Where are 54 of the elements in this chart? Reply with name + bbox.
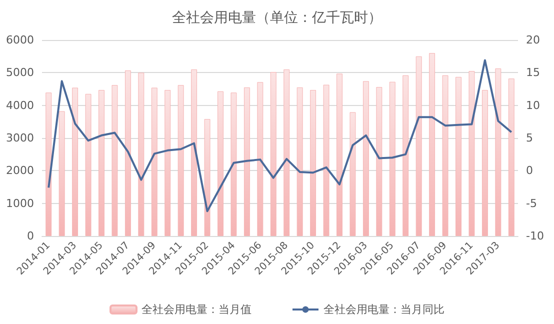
y2-tick-label: 10 (526, 98, 540, 112)
bar (376, 87, 382, 236)
y-tick-label: 4000 (6, 98, 34, 112)
y2-tick-label: 0 (526, 164, 533, 178)
bar (456, 76, 462, 236)
bar (429, 53, 436, 236)
bar (204, 119, 210, 236)
bar (164, 90, 171, 236)
bar (112, 85, 118, 236)
bar (72, 88, 78, 236)
y2-tick-label: -10 (526, 230, 544, 242)
bar (468, 71, 475, 236)
y-tick-label: 5000 (6, 66, 34, 80)
bar (482, 90, 488, 236)
bar (58, 111, 65, 236)
bar (508, 78, 514, 236)
bar (257, 82, 264, 236)
bar (124, 70, 131, 236)
bar (46, 92, 52, 236)
bar (350, 112, 356, 236)
bar (296, 87, 303, 236)
bar (442, 75, 448, 236)
bar (138, 72, 144, 236)
y-tick-label: 2000 (6, 164, 34, 178)
bar (284, 69, 290, 236)
bar (362, 81, 369, 236)
bar (244, 87, 250, 236)
bar (218, 91, 224, 236)
y2-tick-label: 15 (526, 66, 540, 80)
bar (191, 69, 198, 236)
legend-label: 全社会用电量：当月值 (142, 303, 252, 316)
y2-tick-label: 5 (526, 132, 533, 144)
y-tick-label: 3000 (6, 132, 34, 144)
y2-tick-label: 20 (526, 34, 540, 46)
chart-title: 全社会用电量（单位：亿千瓦时） (172, 10, 382, 26)
y-tick-label: 1000 (6, 196, 34, 210)
bar (495, 68, 502, 236)
legend-label: 全社会用电量：当月同比 (324, 303, 444, 316)
bar (230, 92, 237, 236)
bar (98, 90, 104, 236)
bar (178, 85, 184, 236)
bar (336, 74, 342, 236)
bar (270, 72, 276, 236)
bar (85, 94, 92, 236)
bar (416, 56, 422, 236)
y-tick-label: 0 (27, 230, 34, 242)
bar (389, 82, 396, 236)
bar (402, 75, 409, 236)
y-tick-label: 6000 (6, 34, 34, 46)
bar (323, 84, 330, 236)
bar (310, 90, 316, 236)
bar (151, 88, 158, 236)
line-series (48, 59, 512, 212)
y2-tick-label: -5 (526, 196, 537, 210)
